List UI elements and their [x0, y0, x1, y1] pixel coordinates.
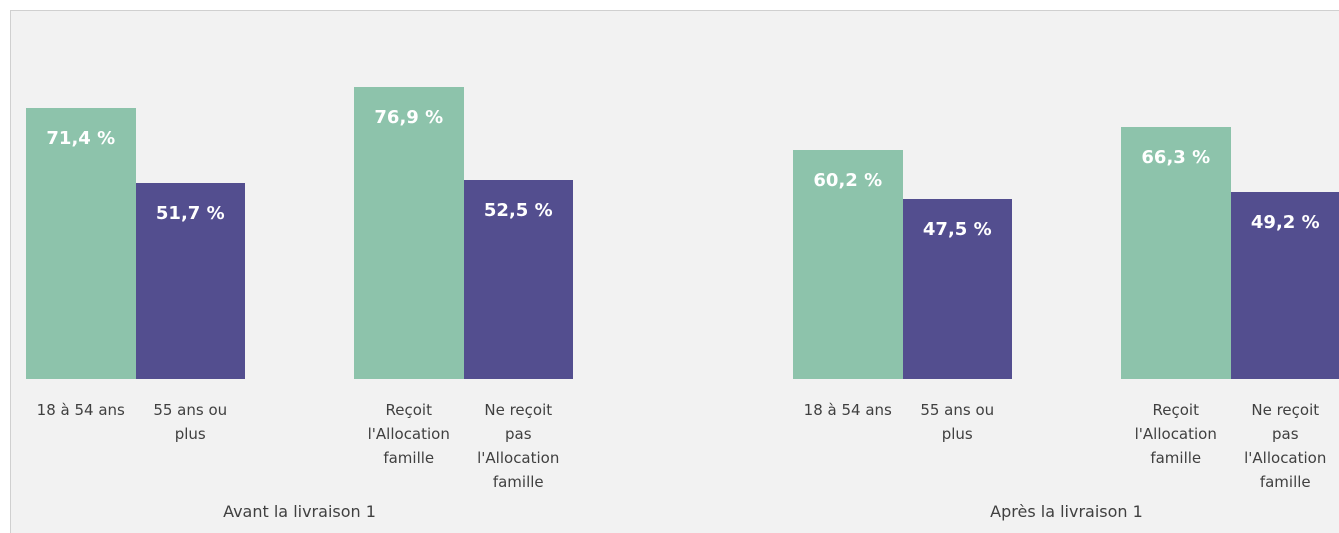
data-label: 66,3 % — [1141, 147, 1211, 169]
bar — [902, 198, 1012, 379]
data-label: 76,9 % — [374, 106, 444, 128]
bar — [135, 182, 245, 379]
data-label: 71,4 % — [46, 127, 116, 149]
x-tick-label: 18 à 54 ans — [803, 401, 892, 419]
data-label: 52,5 % — [483, 199, 553, 221]
x-tick-label: 55 ans ou plus — [920, 401, 995, 443]
x-tick-label: 18 à 54 ans — [36, 401, 125, 419]
x-tick-label: Reçoit l'Allocation famille — [1134, 401, 1217, 467]
bar — [463, 179, 573, 379]
bar — [1121, 127, 1231, 379]
bar — [793, 150, 903, 379]
data-label: 49,2 % — [1250, 212, 1320, 234]
data-label: 60,2 % — [813, 170, 883, 192]
data-label: 47,5 % — [922, 218, 992, 240]
bar — [1230, 192, 1339, 379]
x-tick-label: 55 ans ou plus — [153, 401, 228, 443]
group-label: Après la livraison 1 — [990, 502, 1143, 521]
bar — [354, 86, 464, 379]
x-tick-label: Reçoit l'Allocation famille — [367, 401, 450, 467]
data-label: 51,7 % — [155, 202, 225, 224]
group-label: Avant la livraison 1 — [223, 502, 376, 521]
x-tick-label: Ne reçoit pas l'Allocation famille — [477, 401, 560, 491]
bar — [26, 107, 136, 379]
x-tick-label: Ne reçoit pas l'Allocation famille — [1244, 401, 1327, 491]
